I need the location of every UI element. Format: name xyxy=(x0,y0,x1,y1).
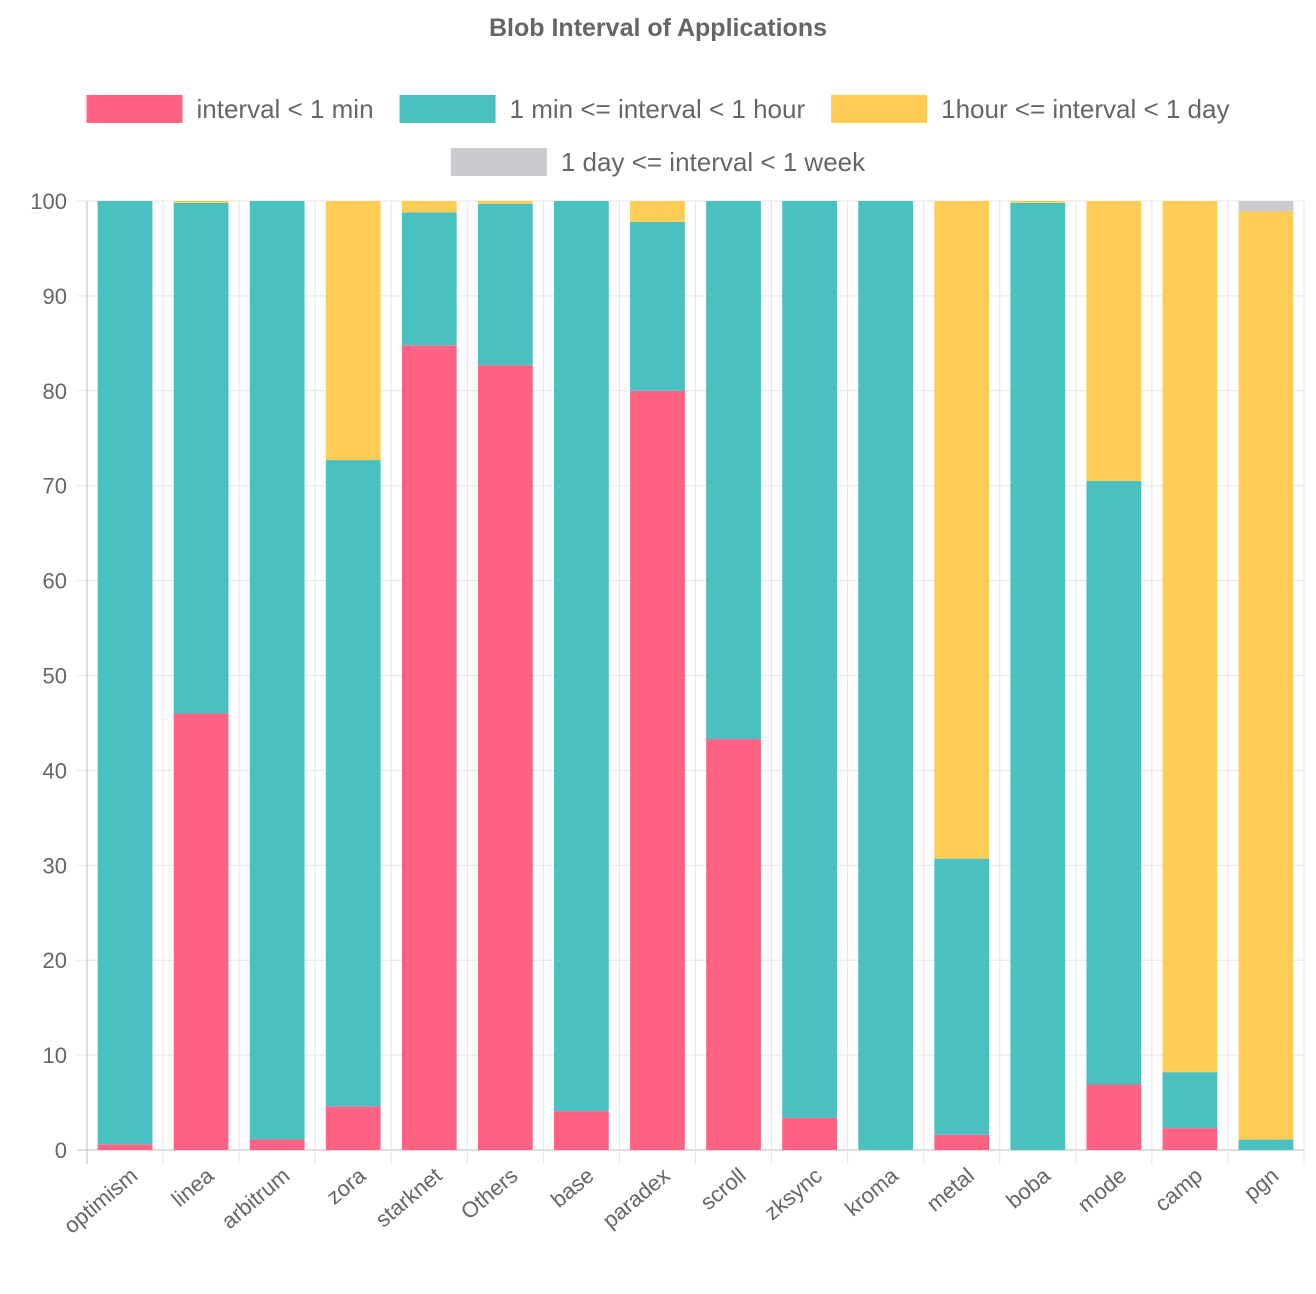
x-tick-label-starknet: starknet xyxy=(370,1163,446,1232)
legend-item-3[interactable]: 1 day <= interval < 1 week xyxy=(450,147,866,177)
x-tick-label-zksync: zksync xyxy=(759,1163,827,1225)
x-tick-label-arbitrum: arbitrum xyxy=(216,1163,294,1234)
y-tick-label: 40 xyxy=(43,758,67,783)
bar-segment-optimism-s0[interactable] xyxy=(97,1144,153,1150)
legend[interactable]: interval < 1 min 1 min <= interval < 1 ho… xyxy=(86,94,1230,177)
bar-segment-linea-s2[interactable] xyxy=(173,201,229,203)
bar-segment-Others-s2[interactable] xyxy=(477,201,533,204)
bars-layer xyxy=(97,201,1294,1150)
bar-segment-scroll-s1[interactable] xyxy=(706,201,761,740)
x-tick-label-linea: linea xyxy=(167,1162,219,1212)
bar-segment-mode-s1[interactable] xyxy=(1086,480,1142,1085)
y-tick-label: 10 xyxy=(43,1043,67,1068)
legend-swatch xyxy=(831,95,928,123)
bar-segment-arbitrum-s0[interactable] xyxy=(249,1139,305,1150)
bar-segment-pgn-s3[interactable] xyxy=(1238,201,1294,212)
x-tick-label-metal: metal xyxy=(922,1163,979,1217)
x-tick-label-pgn: pgn xyxy=(1239,1163,1283,1206)
x-tick-label-zora: zora xyxy=(322,1162,371,1209)
x-tick-label-optimism: optimism xyxy=(59,1163,142,1239)
x-tick-label-mode: mode xyxy=(1073,1163,1131,1218)
bar-segment-kroma-s1[interactable] xyxy=(858,201,914,1150)
bar-segment-linea-s0[interactable] xyxy=(173,713,229,1150)
legend-label: 1hour <= interval < 1 day xyxy=(941,94,1229,124)
y-tick-label: 50 xyxy=(43,664,67,689)
y-tick-label: 100 xyxy=(30,189,67,214)
legend-label: 1 day <= interval < 1 week xyxy=(561,147,866,177)
bar-segment-boba-s2[interactable] xyxy=(1010,201,1066,203)
y-tick-label: 80 xyxy=(43,379,67,404)
bar-segment-paradex-s0[interactable] xyxy=(630,390,685,1150)
bar-segment-starknet-s2[interactable] xyxy=(401,201,457,213)
bar-segment-arbitrum-s1[interactable] xyxy=(249,201,305,1140)
bar-segment-zksync-s0[interactable] xyxy=(782,1117,837,1150)
bar-segment-zora-s1[interactable] xyxy=(325,460,381,1107)
bar-segment-metal-s0[interactable] xyxy=(934,1134,990,1150)
bar-segment-optimism-s1[interactable] xyxy=(97,201,153,1145)
bar-segment-boba-s1[interactable] xyxy=(1010,202,1066,1150)
y-tick-label: 30 xyxy=(43,853,67,878)
legend-item-1[interactable]: 1 min <= interval < 1 hour xyxy=(399,94,806,124)
x-tick-label-camp: camp xyxy=(1150,1163,1207,1217)
bar-segment-pgn-s2[interactable] xyxy=(1238,211,1294,1140)
bar-segment-linea-s1[interactable] xyxy=(173,202,229,714)
y-tick-label: 70 xyxy=(43,474,67,499)
legend-swatch xyxy=(450,148,547,176)
bar-segment-metal-s1[interactable] xyxy=(934,858,990,1135)
bar-segment-starknet-s0[interactable] xyxy=(401,345,457,1150)
y-tick-label: 90 xyxy=(43,284,67,309)
bar-segment-metal-s2[interactable] xyxy=(934,201,990,859)
bar-segment-scroll-s0[interactable] xyxy=(706,739,761,1150)
y-tick-label: 60 xyxy=(43,569,67,594)
bar-segment-zora-s2[interactable] xyxy=(325,201,381,461)
legend-item-2[interactable]: 1hour <= interval < 1 day xyxy=(831,94,1229,124)
x-tick-label-boba: boba xyxy=(1001,1162,1055,1213)
bar-segment-Others-s1[interactable] xyxy=(477,203,533,366)
legend-swatch xyxy=(86,95,183,123)
legend-swatch xyxy=(399,95,496,123)
y-tick-label: 20 xyxy=(43,948,67,973)
x-tick-label-paradex: paradex xyxy=(598,1163,675,1233)
bar-segment-base-s0[interactable] xyxy=(554,1111,609,1150)
bar-segment-pgn-s1[interactable] xyxy=(1238,1139,1294,1150)
x-tick-label-Others: Others xyxy=(456,1163,523,1225)
bar-segment-Others-s0[interactable] xyxy=(477,365,533,1150)
x-tick-label-scroll: scroll xyxy=(695,1163,750,1215)
bar-segment-zora-s0[interactable] xyxy=(325,1106,381,1150)
bar-segment-camp-s0[interactable] xyxy=(1162,1128,1218,1150)
legend-label: 1 min <= interval < 1 hour xyxy=(510,94,806,124)
bar-segment-camp-s2[interactable] xyxy=(1162,201,1218,1073)
legend-item-0[interactable]: interval < 1 min xyxy=(86,94,374,124)
bar-segment-mode-s0[interactable] xyxy=(1086,1084,1142,1150)
bar-segment-zksync-s1[interactable] xyxy=(782,201,837,1118)
x-tick-label-kroma: kroma xyxy=(840,1162,903,1221)
legend-label: interval < 1 min xyxy=(197,94,374,124)
bar-segment-base-s1[interactable] xyxy=(554,201,609,1112)
bar-segment-paradex-s1[interactable] xyxy=(630,221,685,391)
x-tick-label-base: base xyxy=(546,1163,599,1213)
y-tick-label: 0 xyxy=(55,1138,67,1163)
bar-segment-mode-s2[interactable] xyxy=(1086,201,1142,481)
bar-segment-camp-s1[interactable] xyxy=(1162,1072,1218,1129)
bar-segment-paradex-s2[interactable] xyxy=(630,201,685,222)
chart-title: Blob Interval of Applications xyxy=(489,14,827,42)
bar-segment-starknet-s1[interactable] xyxy=(401,212,457,346)
